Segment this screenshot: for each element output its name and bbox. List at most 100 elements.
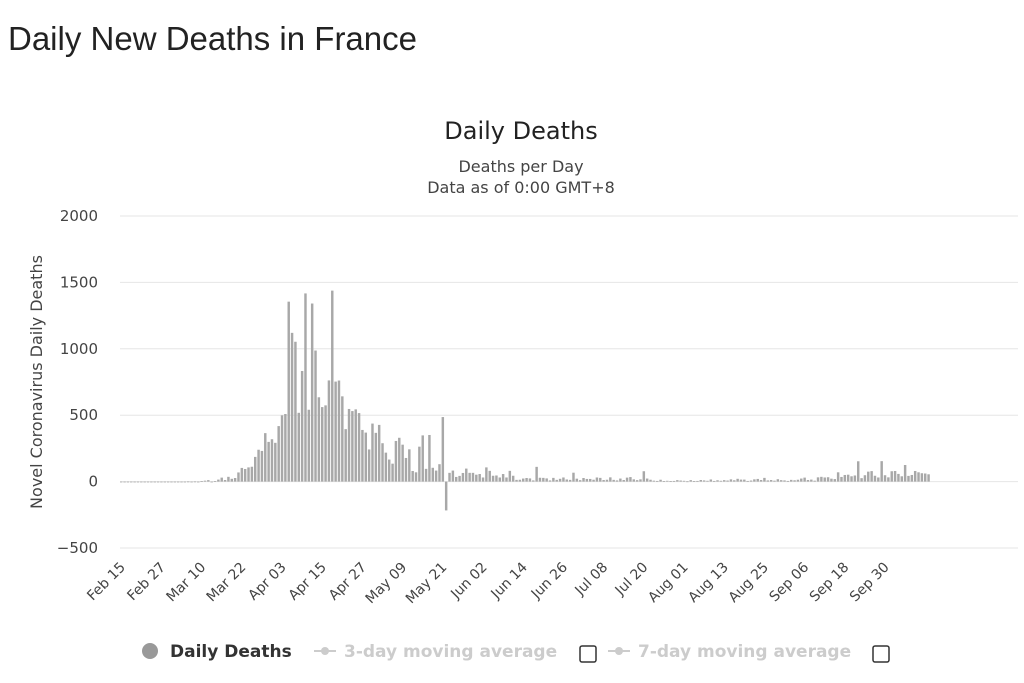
bar[interactable]	[830, 478, 833, 482]
bar[interactable]	[769, 480, 773, 482]
bar[interactable]	[666, 480, 669, 482]
bar[interactable]	[351, 411, 354, 482]
bar[interactable]	[207, 480, 210, 482]
bar[interactable]	[786, 480, 790, 482]
bar[interactable]	[247, 467, 250, 482]
bar[interactable]	[833, 479, 836, 482]
bar[interactable]	[846, 474, 850, 482]
bar[interactable]	[548, 480, 552, 482]
bar[interactable]	[873, 475, 877, 482]
bar[interactable]	[284, 414, 287, 482]
bar[interactable]	[532, 480, 535, 482]
bar[interactable]	[495, 475, 498, 482]
bar[interactable]	[619, 478, 622, 482]
bar[interactable]	[635, 480, 639, 482]
bar[interactable]	[264, 433, 267, 482]
bar[interactable]	[465, 468, 468, 482]
bar[interactable]	[602, 480, 605, 482]
bar[interactable]	[414, 472, 418, 482]
bar[interactable]	[411, 470, 414, 482]
bar[interactable]	[800, 478, 803, 482]
bar[interactable]	[434, 470, 438, 482]
bar[interactable]	[907, 475, 910, 482]
bar[interactable]	[187, 481, 190, 483]
bar[interactable]	[599, 477, 602, 482]
bar[interactable]	[870, 471, 873, 482]
bar[interactable]	[863, 475, 867, 482]
bar[interactable]	[766, 480, 769, 482]
bar[interactable]	[692, 481, 696, 482]
bar[interactable]	[388, 459, 391, 482]
bar[interactable]	[696, 480, 699, 482]
bar[interactable]	[632, 479, 635, 482]
bar[interactable]	[763, 477, 766, 482]
bar[interactable]	[498, 477, 501, 482]
bar[interactable]	[294, 341, 297, 482]
bar[interactable]	[314, 350, 317, 482]
bar[interactable]	[890, 471, 893, 482]
bar[interactable]	[475, 474, 478, 482]
bar[interactable]	[418, 446, 421, 482]
bar[interactable]	[270, 439, 274, 482]
bar[interactable]	[324, 405, 327, 482]
bar[interactable]	[562, 477, 565, 482]
bar[interactable]	[920, 473, 924, 482]
bar[interactable]	[836, 472, 840, 482]
bar[interactable]	[341, 396, 344, 482]
bar[interactable]	[699, 480, 702, 482]
bar[interactable]	[220, 477, 223, 482]
bar[interactable]	[723, 480, 726, 482]
bar[interactable]	[401, 444, 404, 482]
bar[interactable]	[585, 478, 589, 482]
bar[interactable]	[897, 473, 900, 482]
bar[interactable]	[511, 475, 515, 482]
bar[interactable]	[525, 478, 528, 482]
bar[interactable]	[344, 429, 347, 482]
bar[interactable]	[917, 472, 920, 482]
bar[interactable]	[719, 480, 723, 482]
bar[interactable]	[743, 479, 746, 482]
bar[interactable]	[391, 463, 394, 482]
bar[interactable]	[300, 370, 304, 482]
bar[interactable]	[394, 440, 398, 482]
bar[interactable]	[485, 467, 488, 482]
bar[interactable]	[173, 481, 177, 483]
bar[interactable]	[404, 457, 408, 482]
bar[interactable]	[160, 481, 163, 483]
bar[interactable]	[649, 479, 652, 482]
bar[interactable]	[860, 478, 863, 482]
bar[interactable]	[823, 477, 826, 482]
bar[interactable]	[779, 480, 783, 482]
bar[interactable]	[826, 477, 830, 482]
bar[interactable]	[612, 479, 615, 482]
bar[interactable]	[223, 480, 227, 482]
bar[interactable]	[662, 481, 666, 482]
bar[interactable]	[307, 409, 311, 482]
bar[interactable]	[444, 481, 448, 511]
bar[interactable]	[203, 480, 207, 482]
bar[interactable]	[927, 474, 930, 482]
bar[interactable]	[689, 480, 692, 482]
bar[interactable]	[210, 481, 213, 483]
bar[interactable]	[254, 456, 257, 482]
bar[interactable]	[609, 477, 612, 482]
bar[interactable]	[682, 480, 686, 482]
bar[interactable]	[126, 481, 130, 483]
bar[interactable]	[243, 468, 247, 482]
bar[interactable]	[820, 476, 823, 482]
bar[interactable]	[357, 413, 361, 482]
bar[interactable]	[850, 476, 853, 482]
bar[interactable]	[515, 479, 518, 482]
bar[interactable]	[726, 480, 729, 482]
bar[interactable]	[217, 479, 220, 482]
bar[interactable]	[327, 380, 331, 482]
bar[interactable]	[505, 477, 508, 482]
bar[interactable]	[428, 434, 431, 482]
bar[interactable]	[227, 476, 230, 482]
3day-average-checkbox[interactable]	[579, 645, 597, 663]
bar[interactable]	[354, 409, 357, 482]
bar[interactable]	[709, 479, 713, 482]
bar[interactable]	[257, 449, 260, 482]
bar[interactable]	[384, 452, 388, 482]
bar[interactable]	[924, 473, 927, 482]
